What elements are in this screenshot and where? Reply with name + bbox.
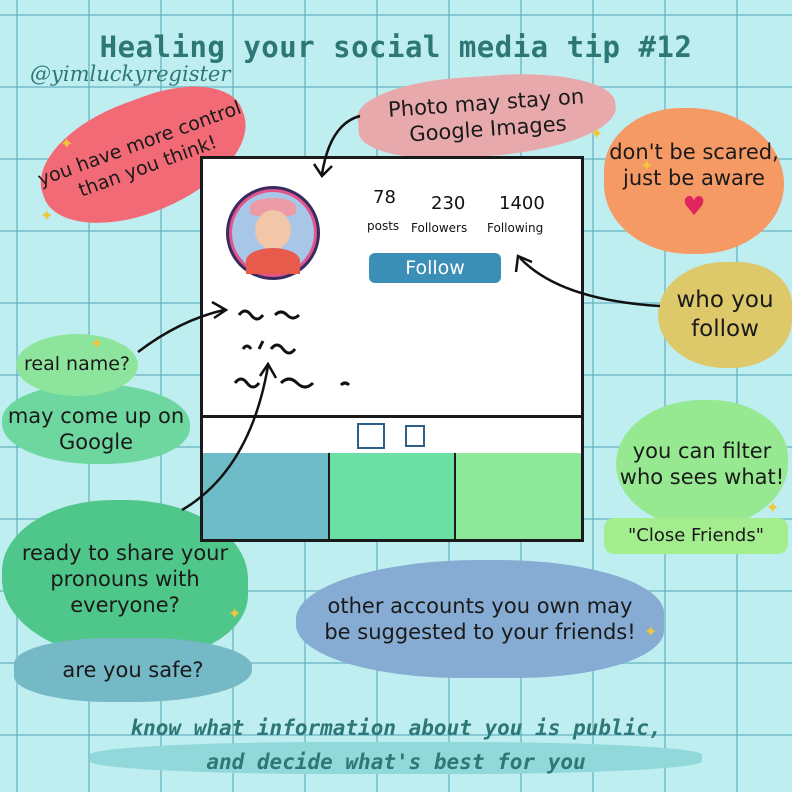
footer-highlight <box>90 742 702 774</box>
callout-who-follow-text: who you follow <box>676 287 774 342</box>
sparkle-icon: ✦ <box>590 124 604 143</box>
profile-card: 78 posts 230 Followers 1400 Following Fo… <box>200 156 584 542</box>
follow-button[interactable]: Follow <box>369 253 501 283</box>
callout-real-name: real name? <box>16 334 138 396</box>
sparkle-icon: ✦ <box>40 206 54 225</box>
following-count[interactable]: 1400 <box>499 193 545 214</box>
footer-line-1: know what information about you is publi… <box>130 716 662 740</box>
sparkle-icon: ✦ <box>766 498 780 517</box>
callout-come-up: may come up on Google <box>2 384 190 464</box>
callout-close-friends-text: "Close Friends" <box>627 524 765 546</box>
posts-count[interactable]: 78 <box>373 187 396 208</box>
followers-label: Followers <box>411 221 468 235</box>
following-label: Following <box>487 221 544 235</box>
avatar-shirt <box>246 248 300 274</box>
callout-filter: you can filter who sees what! <box>616 400 788 528</box>
photo-tile[interactable] <box>203 453 328 539</box>
sparkle-icon: ✦ <box>640 156 654 175</box>
sparkle-icon: ✦ <box>60 134 74 153</box>
callout-scared: don't be scared, just be aware ♥ <box>604 108 784 254</box>
callout-safe-text: are you safe? <box>62 657 204 682</box>
tagged-view-icon[interactable] <box>405 425 425 447</box>
photo-tile[interactable] <box>454 453 582 539</box>
callout-come-up-text: may come up on Google <box>7 403 185 454</box>
footer-message: know what information about you is publi… <box>0 712 792 779</box>
grid-view-icon[interactable] <box>357 423 385 449</box>
heart-icon: ♥ <box>682 192 706 222</box>
callout-filter-text: you can filter who sees what! <box>619 438 785 489</box>
footer-line-2: and decide what's best for you <box>206 749 586 774</box>
callout-safe: are you safe? <box>14 638 252 702</box>
avatar-hair <box>250 198 296 216</box>
callout-scared-text: don't be scared, just be aware <box>609 139 779 190</box>
callout-close-friends: "Close Friends" <box>604 518 788 554</box>
callout-accounts: other accounts you own may be suggested … <box>296 560 664 678</box>
sparkle-icon: ✦ <box>644 622 658 641</box>
bio-scribbles <box>233 309 351 389</box>
callout-real-name-text: real name? <box>23 353 130 376</box>
callout-who-follow: who you follow <box>658 262 792 368</box>
callout-pronouns-text: ready to share your pronouns with everyo… <box>21 540 229 618</box>
callout-pronouns: ready to share your pronouns with everyo… <box>2 500 248 658</box>
avatar-face <box>255 210 291 250</box>
author-handle: @yimluckyregister <box>30 62 231 86</box>
callout-accounts-text: other accounts you own may be suggested … <box>324 593 636 644</box>
sparkle-icon: ✦ <box>90 334 104 353</box>
page-title: Healing your social media tip #12 <box>99 30 693 64</box>
photo-grid <box>203 453 582 539</box>
avatar[interactable] <box>229 189 317 277</box>
posts-label: posts <box>367 219 400 233</box>
profile-divider <box>203 415 581 418</box>
sparkle-icon: ✦ <box>228 604 242 623</box>
photo-tile[interactable] <box>327 453 455 539</box>
followers-count[interactable]: 230 <box>431 193 466 214</box>
